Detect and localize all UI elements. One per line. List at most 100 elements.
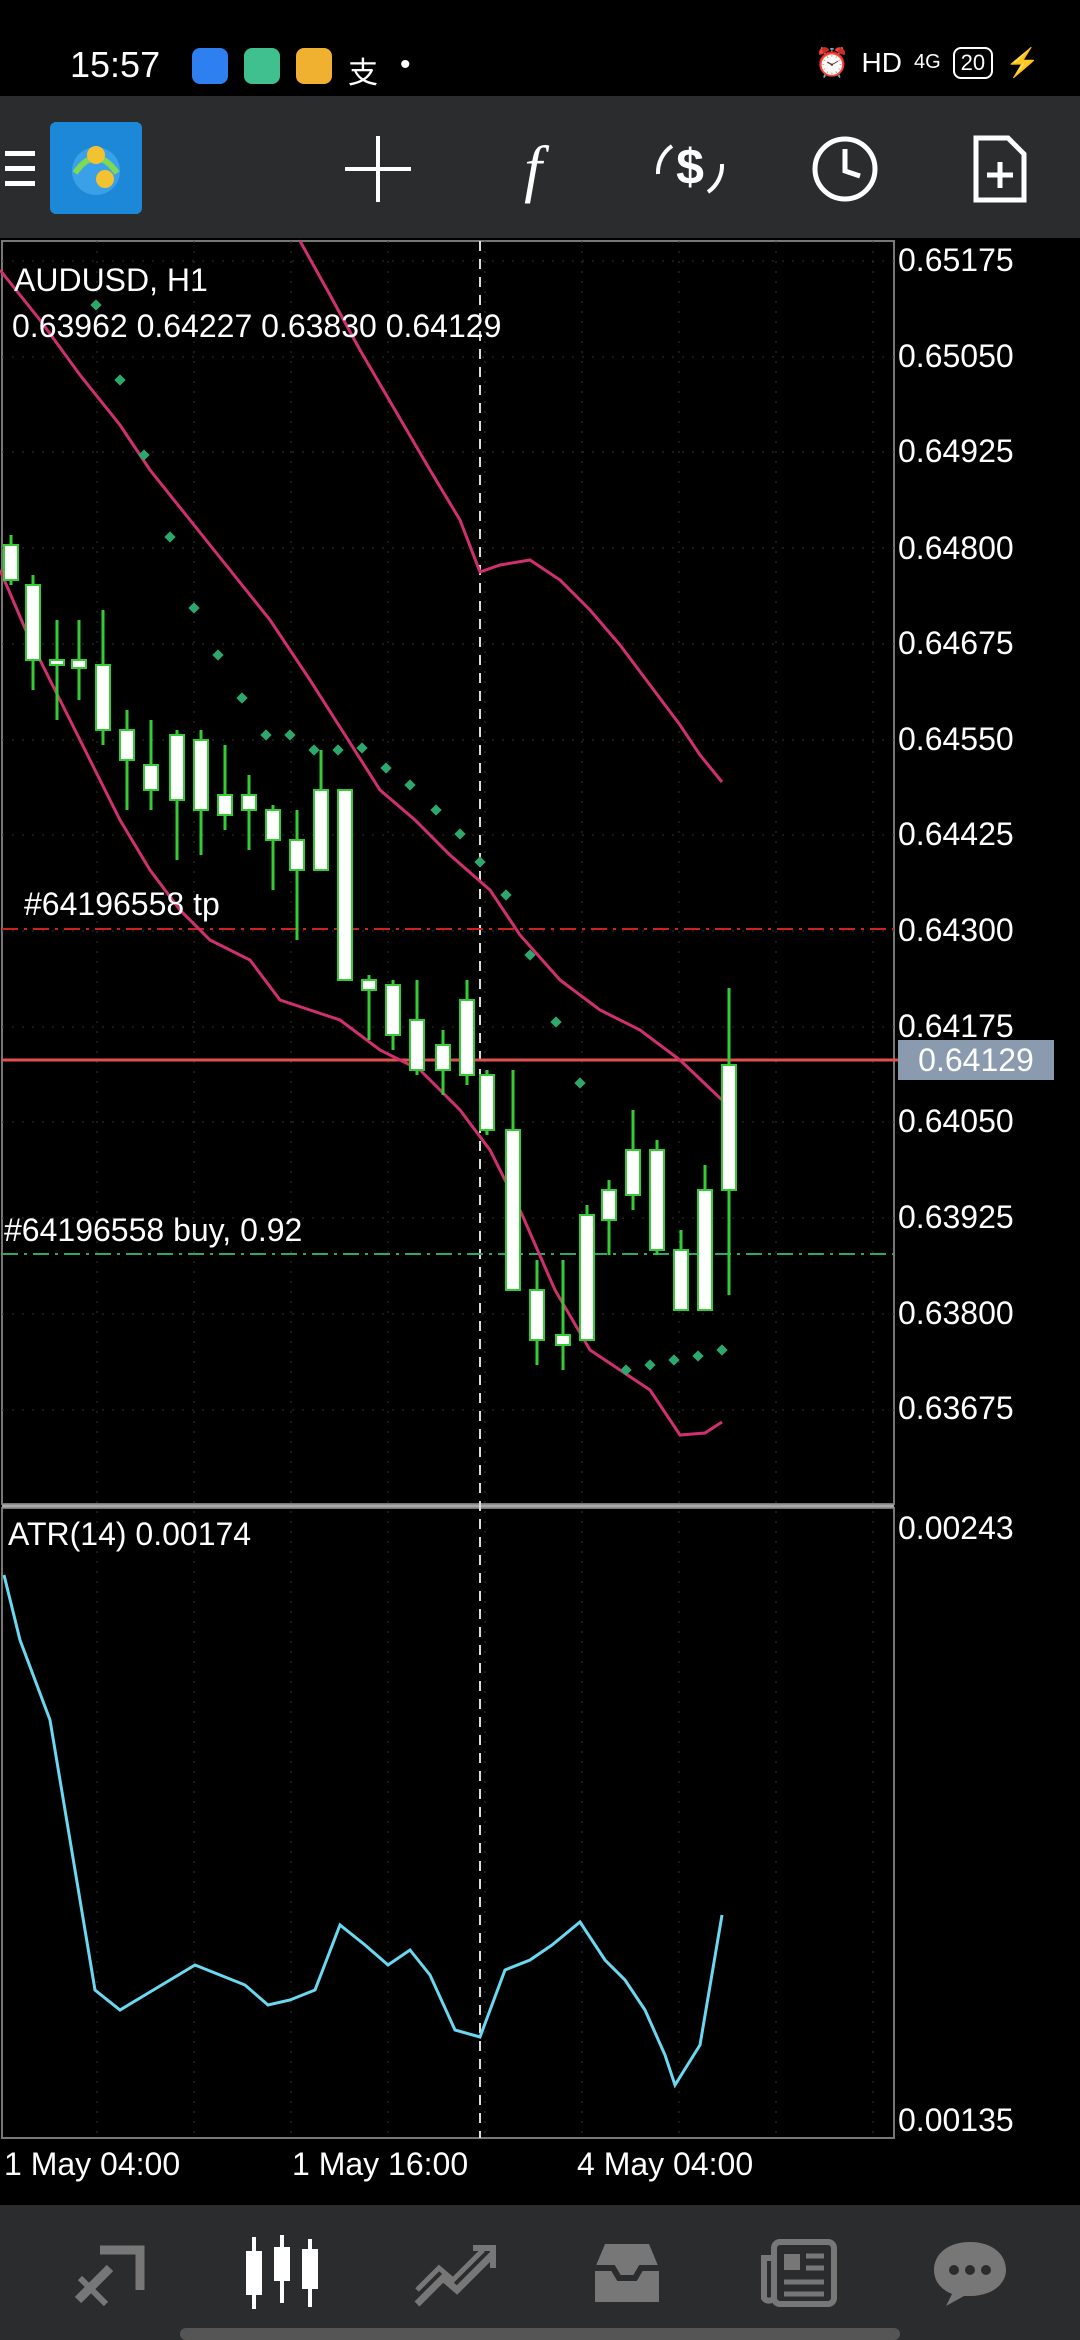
candle-body — [95, 664, 111, 731]
candle-body — [505, 1129, 521, 1291]
candle-body — [529, 1289, 545, 1341]
bottom-navigation — [0, 2205, 1080, 2340]
sar-dot — [692, 1350, 704, 1362]
alarm-icon: ⏰ — [814, 47, 850, 78]
hd-label: HD — [861, 46, 902, 78]
time-tick: 4 May 04:00 — [577, 2146, 754, 2182]
sar-dot — [620, 1364, 632, 1376]
price-tick: 0.63800 — [898, 1295, 1014, 1331]
atr-axis-max: 0.00243 — [898, 1510, 1014, 1546]
atr-chart-frame — [1, 1507, 895, 2139]
sar-dot — [474, 856, 486, 868]
indicators-icon[interactable]: f — [488, 124, 578, 214]
time-tick: 1 May 16:00 — [292, 2146, 469, 2182]
price-tick: 0.65050 — [898, 338, 1014, 374]
tp-label: #64196558 tp — [24, 886, 220, 922]
sar-dot — [574, 1077, 586, 1089]
timeframe-icon[interactable] — [800, 124, 890, 214]
sar-dot — [454, 828, 466, 840]
home-indicator[interactable] — [180, 2328, 900, 2340]
chart-canvas[interactable] — [0, 238, 1080, 2163]
news-icon[interactable] — [755, 2233, 845, 2313]
candle-body — [289, 839, 305, 871]
more-dot-icon: • — [400, 48, 411, 81]
candle-body — [649, 1149, 665, 1251]
symbol-label: AUDUSD, H1 — [14, 262, 208, 298]
envelope-middle-line — [0, 269, 724, 1102]
candle-body — [697, 1189, 713, 1311]
network-label: 4G — [913, 51, 941, 73]
sar-dot — [308, 744, 320, 756]
chat-icon[interactable] — [925, 2233, 1015, 2313]
price-tick: 0.64050 — [898, 1103, 1014, 1139]
trade-icon[interactable]: $ — [645, 124, 735, 214]
candle-body — [119, 729, 135, 761]
candle-body — [435, 1044, 451, 1071]
sar-dot — [260, 729, 272, 741]
sar-dot — [138, 449, 150, 461]
candle-body — [479, 1074, 495, 1131]
svg-text:$: $ — [676, 139, 704, 195]
sar-dot — [716, 1344, 728, 1356]
sar-dot — [668, 1354, 680, 1366]
candle-body — [71, 659, 87, 669]
status-bar: 15:57 支 • ⏰ HD 4G 20 ⚡ — [0, 0, 1080, 96]
candle-body — [3, 544, 19, 581]
sar-dot — [500, 889, 512, 901]
sar-dot — [188, 602, 200, 614]
sar-dot — [524, 949, 536, 961]
price-tick: 0.63675 — [898, 1390, 1014, 1426]
status-time: 15:57 — [70, 44, 161, 85]
candle-body — [143, 764, 159, 791]
sar-dot — [380, 762, 392, 774]
candle-body — [673, 1249, 689, 1311]
candle-body — [555, 1334, 571, 1346]
sar-dot — [404, 779, 416, 791]
price-tick: 0.64300 — [898, 912, 1014, 948]
chart-icon[interactable] — [237, 2233, 327, 2313]
sar-dot — [356, 742, 368, 754]
crosshair-icon[interactable] — [333, 124, 423, 214]
chart-toolbar: f $ — [0, 96, 1080, 238]
candle-body — [169, 734, 185, 801]
candle-body — [721, 1064, 737, 1191]
alipay-notification-icon: 支 — [348, 57, 378, 90]
metatrader-logo[interactable] — [50, 122, 142, 214]
weibo-notification-icon — [296, 48, 332, 84]
ohlc-label: 0.63962 0.64227 0.63830 0.64129 — [12, 308, 502, 344]
new-order-icon[interactable] — [955, 124, 1045, 214]
chart-area[interactable]: AUDUSD, H1 0.63962 0.64227 0.63830 0.641… — [0, 238, 1080, 2182]
grid — [2, 241, 894, 2138]
sar-dot — [164, 531, 176, 543]
atr-line — [2, 1574, 724, 2089]
sar-dot — [644, 1359, 656, 1371]
main-chart-frame — [1, 240, 895, 1505]
charging-icon: ⚡ — [1005, 47, 1040, 78]
sar-dot — [284, 729, 296, 741]
price-tick: 0.63925 — [898, 1199, 1014, 1235]
indicators-glyph: f — [524, 133, 542, 204]
sar-dot — [550, 1016, 562, 1028]
candle-body — [361, 979, 377, 991]
buy-label: #64196558 buy, 0.92 — [4, 1212, 303, 1248]
candle-body — [217, 794, 233, 816]
candle-body — [25, 584, 41, 661]
battery-indicator: 20 — [952, 46, 994, 79]
trade-icon[interactable] — [410, 2233, 500, 2313]
candle-body — [313, 789, 329, 871]
price-tick: 0.64425 — [898, 816, 1014, 852]
menu-icon[interactable] — [0, 124, 70, 214]
quotes-icon[interactable] — [65, 2233, 155, 2313]
history-icon[interactable] — [582, 2233, 672, 2313]
sar-dot — [430, 804, 442, 816]
price-tick: 0.64800 — [898, 530, 1014, 566]
candle-body — [49, 659, 65, 666]
price-tick: 0.64925 — [898, 433, 1014, 469]
candle-body — [337, 789, 353, 981]
price-tick: 0.64175 — [898, 1008, 1014, 1044]
candle-body — [579, 1214, 595, 1341]
candle-body — [459, 999, 475, 1076]
sar-dot — [212, 649, 224, 661]
candle-body — [625, 1149, 641, 1196]
price-tick: 0.64675 — [898, 625, 1014, 661]
